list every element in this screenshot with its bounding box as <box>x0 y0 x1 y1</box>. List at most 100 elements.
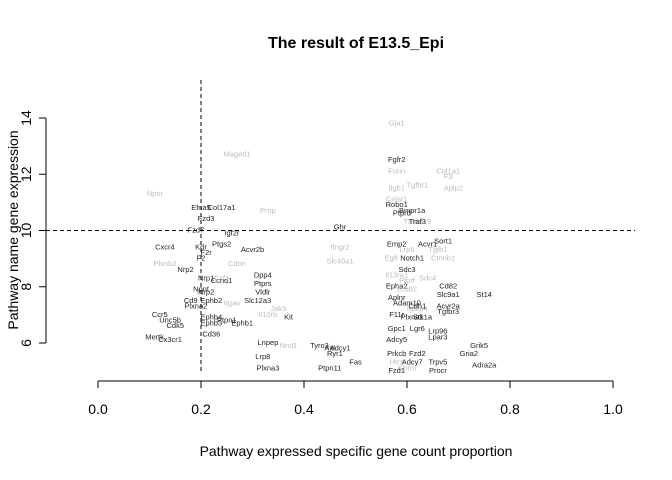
data-point-label: Adam10 <box>393 299 421 308</box>
data-point-label: Epha2 <box>386 282 408 291</box>
y-tick-label: 8 <box>18 283 34 291</box>
data-point-label: Ptpn1 <box>217 315 237 324</box>
data-point-label: Chrm <box>398 363 416 372</box>
data-point-label: Adcy7 <box>402 358 423 367</box>
data-point-label: Acvr2a <box>437 301 461 310</box>
data-point-label: Efna5 <box>191 203 211 212</box>
data-point-label: Ifngr2 <box>330 242 349 251</box>
x-tick-label: 1.0 <box>603 401 623 417</box>
data-point-label: F2 <box>197 254 206 263</box>
data-point-label: F2r <box>201 248 213 257</box>
data-point-label: Aplnr <box>388 293 406 302</box>
data-point-label: Cx3cr1 <box>158 335 182 344</box>
y-tick-label: 6 <box>18 339 34 347</box>
data-point-label: Tgfbr1 <box>406 180 428 189</box>
x-tick-label: 0.2 <box>191 401 211 417</box>
data-point-label: Fzd1 <box>388 366 405 375</box>
data-point-label: Nptn <box>147 189 163 198</box>
data-point-label: Furin <box>388 166 405 175</box>
data-point-label: Slc40a1 <box>326 256 353 265</box>
data-point-label: Igfbp4 <box>407 304 428 313</box>
data-point-label: Csf1 <box>214 273 229 282</box>
x-tick-label: 0.0 <box>88 401 108 417</box>
data-point-label: Lrp96 <box>428 327 447 336</box>
data-point-label: Sdc4 <box>419 273 436 282</box>
data-point-label: Kit <box>284 313 294 322</box>
data-point-label: Plxna3 <box>256 363 279 372</box>
data-point-label: Ccnd1 <box>211 276 233 285</box>
data-point-label: Nrcl1 <box>280 341 298 350</box>
data-point-label: Tgfbr3 <box>437 307 459 316</box>
data-point-label: Fgfr2 <box>388 155 406 164</box>
data-point-label: Npnt <box>193 285 210 294</box>
data-point-label: Itgb1 <box>388 183 405 192</box>
data-point-label: Lrp8 <box>255 352 270 361</box>
x-axis-label: Pathway expressed specific gene count pr… <box>200 443 513 459</box>
data-point-label: Maged1 <box>223 150 250 159</box>
y-tick-label: 12 <box>18 166 34 182</box>
data-point-label: Cdk5 <box>166 321 184 330</box>
data-point-label: Cxcr4 <box>155 242 175 251</box>
data-point-label: Ptprd <box>393 209 411 218</box>
x-tick-label: 0.4 <box>294 401 314 417</box>
data-point-label: Ghr <box>334 223 347 232</box>
data-point-label: Lrp6 <box>399 245 414 254</box>
data-point-label: F3 <box>444 172 453 181</box>
y-tick-label: 14 <box>18 110 34 126</box>
data-point-label: Plxna1 <box>401 313 424 322</box>
data-point-label: Stk1a <box>413 313 433 322</box>
data-point-label: Itgav <box>224 299 241 308</box>
data-point-label: Bmpr1a <box>399 206 426 215</box>
data-point-label: Egfr <box>385 254 399 263</box>
data-point-label: Trpv5 <box>428 358 447 367</box>
data-point-label: Ptpn11 <box>318 363 341 372</box>
data-point-label: Dpp4 <box>254 270 272 279</box>
data-point-label: Ptgs2 <box>212 240 231 249</box>
data-point-label: Col17a1 <box>208 203 236 212</box>
data-point-label: Slc12a3 <box>244 296 271 305</box>
data-point-label: Ptprf <box>399 276 416 285</box>
data-point-label: Ephb2 <box>200 296 222 305</box>
x-tick-label: 0.8 <box>500 401 520 417</box>
data-point-label: Grik5 <box>470 341 488 350</box>
data-point-label: Igf2r <box>224 228 240 237</box>
data-point-label: Cd82 <box>439 282 457 291</box>
data-point-label: Plxna2 <box>184 301 207 310</box>
data-point-label: Acvr1 <box>418 240 437 249</box>
data-point-label: Vldlr <box>255 287 271 296</box>
data-point-label: Ptprs <box>254 279 272 288</box>
data-point-label: Sdc3 <box>398 265 415 274</box>
plot-area: 0.0 0.2 0.4 0.6 0.8 1.0 6 8 10 12 14 Gja1 Fgfr2 Furin… <box>18 80 635 417</box>
data-point-label: Lpar3 <box>428 332 447 341</box>
data-point-label: Acvr2b <box>241 245 264 254</box>
data-point-label: Axl <box>325 344 336 353</box>
data-point-label: Nrp2 <box>177 265 193 274</box>
data-point-label: Erbb2 <box>397 285 417 294</box>
data-point-label: Ephb4 <box>200 313 222 322</box>
y-tick-label: 10 <box>18 223 34 239</box>
data-point-label: Jak3 <box>270 304 286 313</box>
data-point-label: Tnfrsf19 <box>404 217 432 226</box>
data-point-label: St14 <box>477 290 492 299</box>
data-point-label: Gpc1 <box>388 324 406 333</box>
data-point-label: Notch1 <box>400 254 424 263</box>
data-point-label: Adcy5 <box>386 335 407 344</box>
data-point-label: Fas <box>349 358 362 367</box>
data-point-label: Gria2 <box>460 349 478 358</box>
data-point-label: Cd9 <box>184 296 198 305</box>
data-point-label: Ccr5 <box>152 310 168 319</box>
data-point-label: Celsr1 <box>386 195 408 204</box>
data-point-label: Lgr6 <box>410 324 425 333</box>
data-point-label: Robo1 <box>386 200 408 209</box>
data-point-label: Sort1 <box>434 237 452 246</box>
data-point-label: Nrp1 <box>198 273 214 282</box>
data-point-label: Slc9a1 <box>437 290 460 299</box>
data-point-label: Fzd7 <box>188 225 205 234</box>
data-point-label: Prkcb <box>387 349 406 358</box>
data-point-label: Lnpep <box>258 338 279 347</box>
data-point-label: F11r <box>389 310 404 319</box>
data-point-label: Mertk <box>145 332 164 341</box>
